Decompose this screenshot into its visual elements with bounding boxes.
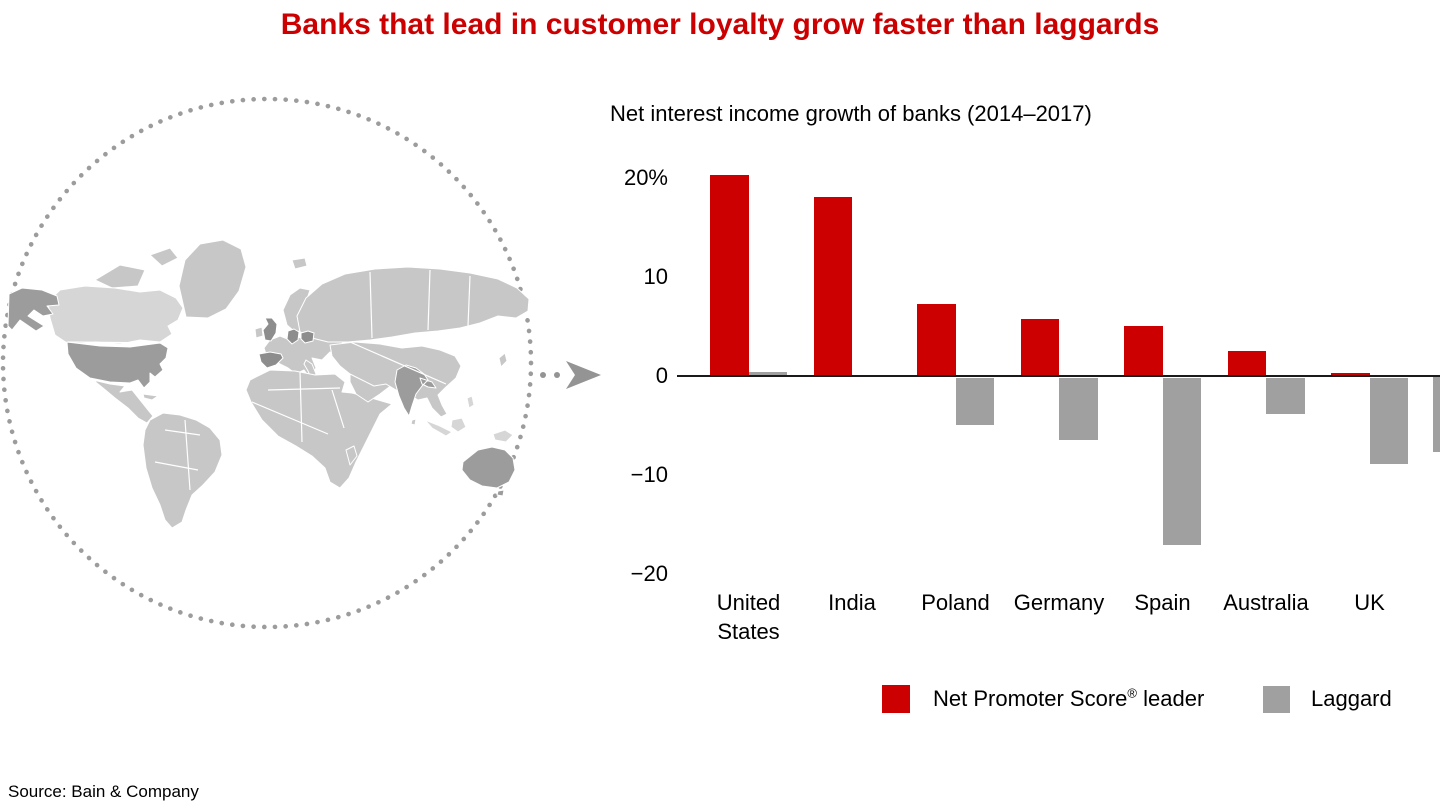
legend-label-leader: Net Promoter Score® leader (933, 684, 1204, 714)
legend-label-leader-tail: leader (1137, 686, 1205, 711)
x-category-label: Australia (1223, 590, 1309, 615)
dotted-circle-border (0, 96, 534, 630)
bar-laggard (1266, 378, 1305, 414)
map-country-alaska (7, 287, 60, 332)
map-ireland (254, 326, 264, 339)
bar-leader (1124, 326, 1163, 376)
legend-swatch-leader (882, 685, 910, 713)
world-map-svg (0, 96, 601, 630)
x-category-label: India (828, 590, 876, 615)
map-sri-lanka (410, 418, 417, 426)
bar-leader (917, 304, 956, 376)
map-south-america (142, 412, 223, 529)
map-cuba (142, 393, 159, 401)
map-canada (47, 285, 184, 346)
map-japan (498, 352, 508, 368)
chart-title: Net interest income growth of banks (201… (610, 101, 1092, 126)
bar-leader (1020, 319, 1059, 376)
map-country-australia (461, 446, 516, 497)
world-map-figure (0, 90, 610, 650)
clipped-bar-right-edge (1433, 377, 1440, 452)
bar-laggard (1059, 378, 1098, 440)
x-axis-line (677, 375, 1440, 377)
world-map (7, 239, 530, 529)
map-country-india (394, 364, 437, 417)
map-new-guinea (492, 429, 514, 443)
map-country-united-kingdom (262, 317, 278, 342)
page-title: Banks that lead in customer loyalty grow… (280, 8, 1160, 41)
map-russia (296, 266, 530, 343)
source-note: Source: Bain & Company (8, 782, 199, 801)
bar-leader (710, 175, 749, 376)
x-category-label: Poland (921, 590, 990, 615)
map-country-poland (300, 330, 315, 344)
map-mexico-central-america (92, 379, 154, 424)
map-country-spain (258, 351, 284, 369)
map-country-borders (67, 269, 471, 491)
x-category-label: Spain (1134, 590, 1191, 615)
arrow-icon (540, 361, 601, 389)
map-country-united-states (66, 341, 169, 389)
legend-label-laggard: Laggard (1311, 686, 1392, 711)
map-iceland (291, 257, 308, 270)
registered-trademark-symbol: ® (1127, 685, 1137, 701)
legend-label-leader-text: Net Promoter Score (933, 686, 1128, 711)
bar-leader (813, 197, 852, 376)
legend-swatch-laggard (1263, 686, 1290, 713)
x-category-label: UK (1354, 590, 1385, 615)
x-category-label: Germany (1013, 590, 1105, 615)
map-madagascar (345, 445, 358, 466)
bar-leader (1227, 351, 1266, 376)
bar-laggard (1369, 378, 1408, 464)
map-indonesia (424, 395, 475, 437)
x-category-label: United States (716, 590, 781, 644)
map-country-germany (286, 328, 300, 345)
map-greenland (178, 239, 247, 319)
bar-laggard (955, 378, 994, 425)
bar-laggard (1162, 378, 1201, 545)
